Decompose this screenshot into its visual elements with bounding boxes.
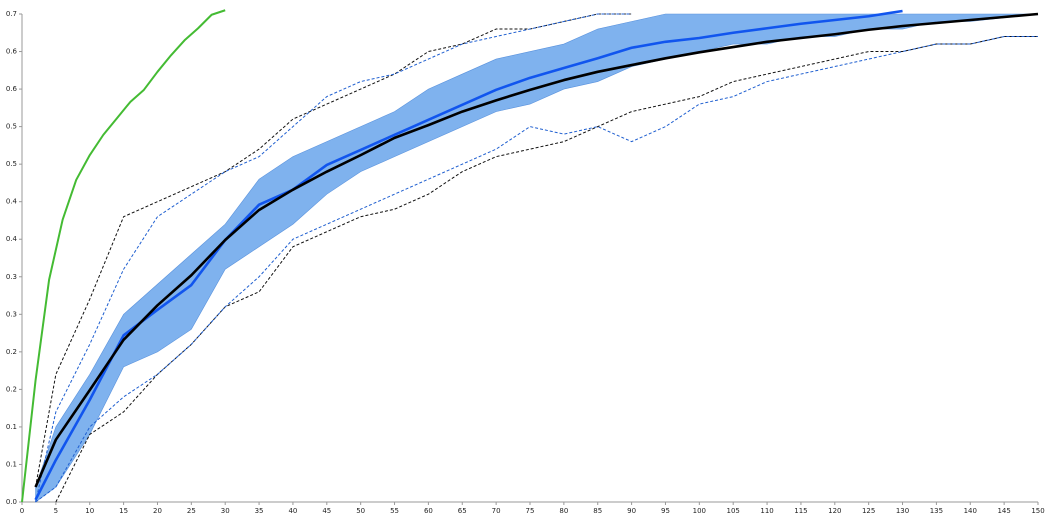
y-tick-label: 0.4 (6, 198, 18, 206)
x-tick-label: 105 (727, 507, 740, 515)
thick-line (34, 9, 903, 501)
thick-line (34, 12, 1039, 488)
x-tick-label: 30 (221, 507, 230, 515)
x-tick-label: 20 (153, 507, 162, 515)
x-tick-label: 110 (760, 507, 773, 515)
x-tick-label: 140 (964, 507, 977, 515)
y-tick-label: 0.7 (6, 10, 17, 18)
y-tick-label: 0.6 (6, 85, 18, 93)
x-tick-label: 55 (390, 507, 399, 515)
x-tick-label: 150 (1031, 507, 1044, 515)
x-tick-label: 115 (794, 507, 807, 515)
solid-line (21, 9, 226, 503)
x-tick-label: 60 (424, 507, 433, 515)
dashed-line (55, 36, 1038, 503)
y-tick-label: 0.2 (6, 385, 17, 393)
x-tick-label: 15 (119, 507, 128, 515)
x-tick-label: 70 (492, 507, 501, 515)
x-tick-label: 100 (693, 507, 706, 515)
y-tick-label: 0.0 (6, 498, 17, 506)
x-tick-label: 25 (187, 507, 196, 515)
x-tick-label: 45 (322, 507, 331, 515)
x-tick-label: 5 (54, 507, 58, 515)
x-tick-label: 130 (896, 507, 909, 515)
x-tick-label: 0 (20, 507, 24, 515)
x-tick-label: 95 (661, 507, 670, 515)
x-tick-label: 40 (288, 507, 297, 515)
x-tick-label: 65 (458, 507, 467, 515)
x-tick-label: 85 (593, 507, 602, 515)
y-tick-label: 0.2 (6, 348, 17, 356)
dashed-line (35, 13, 632, 503)
y-tick-label: 0.5 (6, 160, 17, 168)
y-tick-label: 0.4 (6, 235, 18, 243)
x-tick-label: 50 (356, 507, 365, 515)
x-tick-label: 10 (85, 507, 94, 515)
x-tick-label: 75 (526, 507, 535, 515)
x-tick-label: 145 (997, 507, 1010, 515)
y-tick-label: 0.1 (6, 460, 17, 468)
x-tick-label: 125 (862, 507, 875, 515)
x-tick-label: 35 (255, 507, 264, 515)
x-tick-label: 80 (559, 507, 568, 515)
x-tick-label: 135 (930, 507, 943, 515)
y-tick-label: 0.6 (6, 48, 18, 56)
y-tick-label: 0.5 (6, 123, 17, 131)
x-tick-label: 90 (627, 507, 636, 515)
x-tick-label: 120 (828, 507, 841, 515)
y-tick-label: 0.3 (6, 273, 17, 281)
y-tick-label: 0.3 (6, 310, 17, 318)
dashed-line (35, 36, 1038, 503)
y-tick-label: 0.1 (6, 423, 17, 431)
